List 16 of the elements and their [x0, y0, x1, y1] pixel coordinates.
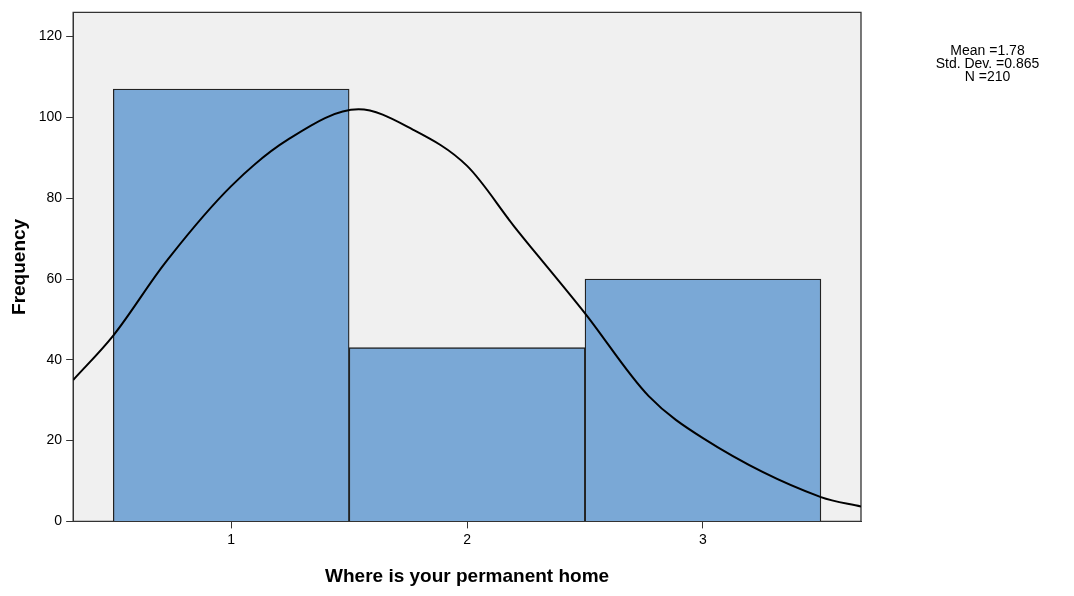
x-tick-label: 1 [227, 530, 236, 547]
y-tick-label: 0 [54, 512, 63, 529]
y-tick-label: 100 [38, 108, 63, 125]
y-tick-label: 20 [46, 431, 63, 448]
y-tick-label: 120 [38, 27, 63, 44]
text: Std. Dev. =0.865 [934, 55, 1041, 71]
x-tick-label: 3 [699, 530, 708, 547]
x-axis-title: Where is your permanent home [325, 564, 610, 586]
line-series [73, 108, 861, 508]
x-tick-label: 2 [463, 530, 472, 547]
text: N =210 [963, 68, 1012, 84]
y-tick-label: 40 [46, 350, 63, 367]
y-tick-label: 80 [46, 189, 63, 206]
y-axis-title: Frequency [7, 218, 29, 315]
text: Mean =1.78 [950, 42, 1026, 58]
y-tick-label: 60 [46, 269, 63, 286]
